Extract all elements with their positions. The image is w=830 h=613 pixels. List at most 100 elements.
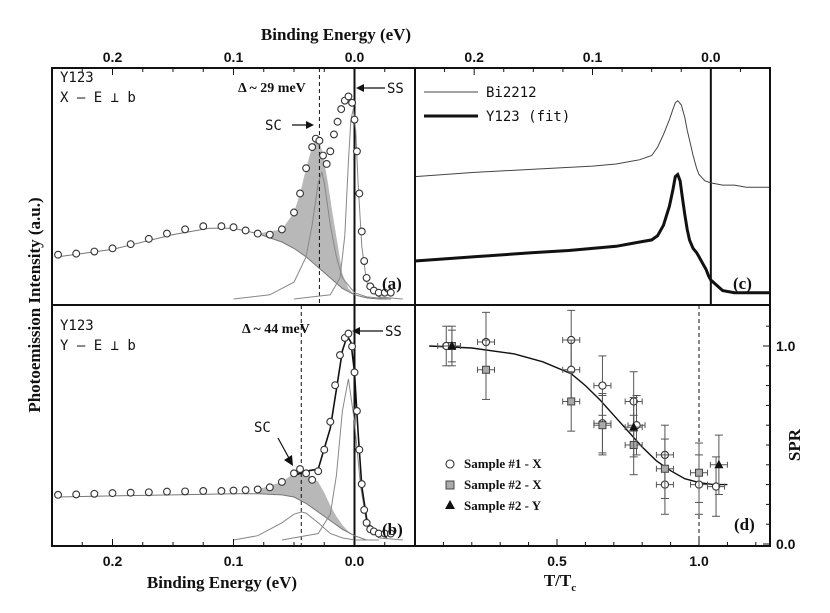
panel-a-data-point: [315, 136, 324, 145]
panel-d-sample1x-point: [598, 381, 607, 390]
panel-c-legend-bi2212: Bi2212: [486, 85, 537, 101]
bottom-left-axis-title: Binding Energy (eV): [147, 573, 297, 592]
panel-b-data-point: [290, 469, 298, 478]
panel-b-gap-label: Δ ~ 44 meV: [242, 322, 310, 337]
panel-d-sample2x-point: [695, 468, 703, 477]
panel-a-tick-label: 0.1: [224, 49, 244, 65]
panel-b-data-point: [308, 475, 317, 484]
panel-b-ss-peak-fit: [281, 378, 403, 541]
panel-d-x-tick-label: 0.5: [547, 553, 567, 569]
panel-a-data-point: [296, 189, 304, 198]
panel-b-data-point: [144, 488, 153, 497]
panel-d-sample2x-point: [482, 365, 490, 374]
panel-b-data-point: [54, 490, 62, 499]
panel-d-sample2x-point: [567, 397, 576, 406]
panel-c-y123-fit-curve: [414, 171, 770, 295]
panel-b-data-point: [336, 351, 344, 360]
panel-a-gap-label: Δ ~ 29 meV: [238, 81, 306, 96]
panel-a-data-point: [217, 222, 226, 231]
panel-c: 0.2 0.1 0.0: [414, 49, 771, 306]
panel-d-sample1x-point: [711, 482, 721, 491]
panel-a-tick-label: 0.2: [103, 49, 123, 65]
panel-b-data-point: [352, 407, 361, 415]
panel-a-data-point: [319, 151, 327, 160]
panel-a-data-point: [181, 225, 190, 234]
panel-b-data-point: [348, 342, 357, 351]
panel-a-data-point: [277, 225, 286, 234]
panel-a-data-point: [72, 249, 81, 258]
panel-a-sc-peak-fit: [233, 170, 391, 300]
panel-d-frame: [414, 304, 771, 547]
panel-b-data-point: [350, 368, 359, 377]
panel-c-tick-label: 0.2: [464, 49, 484, 65]
panel-d-sample2y-point: [629, 422, 639, 431]
panel-a-ss-label: SS: [387, 81, 404, 97]
panel-b-config-label: Y – E ⊥ b: [60, 338, 136, 354]
panel-b-data-point: [344, 329, 353, 338]
top-axis-title: Binding Energy (eV): [261, 25, 411, 44]
panel-d-x-tick-label: 1.0: [689, 553, 709, 569]
panel-d-sample2x-point: [660, 464, 669, 473]
panel-b-label: (b): [382, 520, 403, 539]
panel-b-data-point: [199, 487, 208, 495]
panel-b-data-point: [229, 486, 238, 495]
panel-b-sc-label: SC: [254, 420, 271, 436]
panel-d-fit-curve: [429, 345, 728, 486]
panel-b-data-point: [360, 505, 369, 514]
panel-b-data-point: [90, 489, 99, 498]
panel-d-legend-sample2x-marker: [445, 480, 455, 490]
panel-d-label: (d): [734, 515, 755, 534]
panel-b-data-point: [163, 487, 171, 496]
panel-a-config-label: X – E ⊥ b: [60, 90, 136, 106]
panel-a-data-point: [355, 189, 364, 198]
panel-d-legend-sample2y-marker: [445, 500, 455, 509]
panel-a-data-point: [54, 250, 62, 259]
panel-b-sc-arrow: [277, 437, 291, 461]
panel-a-data-point: [302, 164, 311, 173]
panel-a-sc-shaded-area: [233, 138, 355, 295]
t-over-tc-subscript: c: [571, 582, 576, 594]
panel-d-sample2x-point: [598, 421, 607, 430]
left-axis-title: Photoemission Intensity (a.u.): [25, 197, 44, 412]
panel-b-tick-label: 0.2: [103, 553, 123, 569]
panel-d-legend-sample1x-marker: [445, 459, 455, 469]
right-axis-title: SPR: [785, 428, 804, 461]
panel-b-data-point: [314, 467, 323, 476]
panel-b-data-point: [108, 489, 117, 498]
panel-b-sample-label: Y123: [60, 318, 94, 334]
panel-a-data-point: [163, 229, 171, 238]
panel-b-data-point: [277, 478, 286, 486]
panel-d-sample2y-point: [447, 341, 457, 350]
panel-a-data-point: [90, 247, 99, 256]
panel-b-data-point: [217, 487, 226, 495]
panel-d: 0.5 1.0 0.0 1.0: [414, 304, 796, 569]
panel-a-data-point: [144, 234, 153, 243]
panel-a-data-point: [241, 226, 250, 235]
panel-d-legend-sample2y: Sample #2 - Y: [464, 498, 542, 513]
bottom-right-axis-title: T/Tc: [544, 571, 576, 594]
panel-a-sc-label: SC: [265, 118, 282, 134]
panel-a-label: (a): [382, 274, 402, 293]
panel-b-sc-shaded-area: [257, 469, 355, 536]
panel-b-ss-label: SS: [385, 324, 402, 340]
panel-b-data-point: [265, 483, 274, 492]
panel-b-data-point: [72, 490, 81, 499]
panel-b-tick-label: 0.1: [224, 553, 244, 569]
panel-a-sample-label: Y123: [60, 70, 94, 86]
panel-c-tick-label: 0.0: [701, 49, 721, 65]
panel-a-data-point: [360, 257, 369, 265]
panel-b-data-point: [331, 381, 340, 390]
panel-a-data-point: [229, 223, 238, 232]
panel-a-data-point: [108, 244, 117, 253]
panel-b-data-point: [362, 518, 371, 527]
panel-a-data-point: [126, 240, 135, 249]
panel-a-data-point: [352, 147, 361, 156]
panel-b-data-point: [253, 485, 262, 494]
panel-d-legend-sample1x: Sample #1 - X: [464, 456, 542, 471]
panel-a-tick-label: 0.0: [345, 49, 365, 65]
panel-b-data-point: [181, 487, 190, 496]
panel-d-y-tick-label: 1.0: [776, 338, 796, 354]
panel-a-data-point: [350, 115, 359, 124]
panel-b-data-point: [386, 529, 395, 538]
panel-a-sc-arrow-head: [306, 121, 314, 129]
